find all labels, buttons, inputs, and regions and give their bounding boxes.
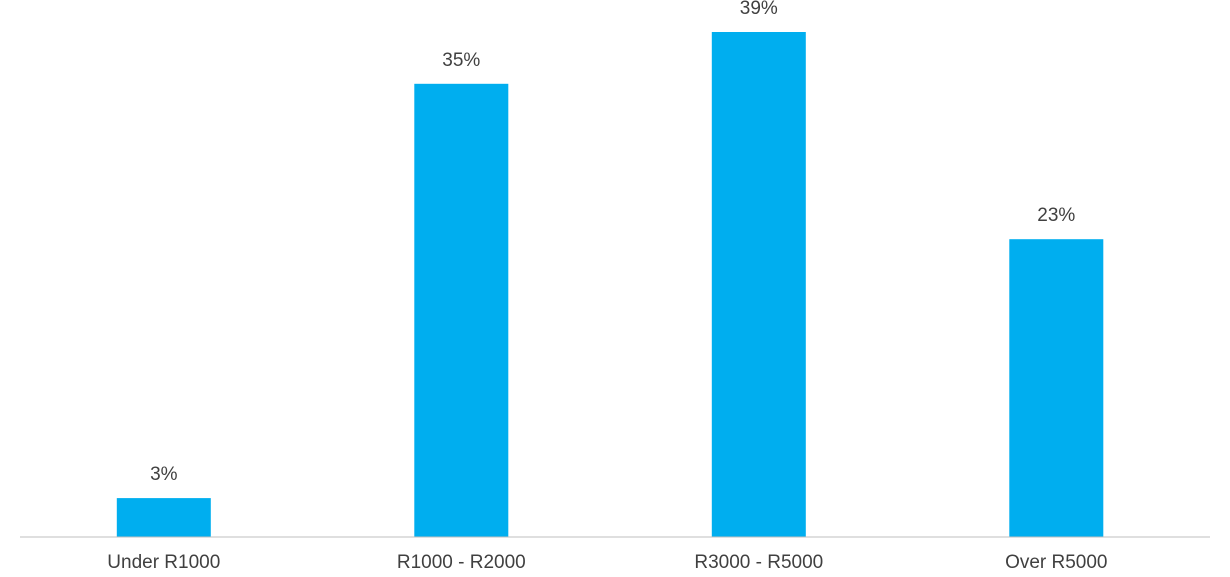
x-tick-label-3: Over R5000 (1005, 552, 1107, 573)
bar-2 (711, 32, 806, 537)
data-label-0: 3% (150, 464, 178, 485)
bar-0 (116, 498, 211, 537)
x-tick-label-2: R3000 - R5000 (694, 552, 823, 573)
bar-1 (414, 83, 509, 538)
data-label-1: 35% (442, 50, 480, 71)
data-label-3: 23% (1037, 205, 1075, 226)
bars-layer (116, 32, 1104, 538)
x-tick-label-0: Under R1000 (107, 552, 220, 573)
x-tick-labels-layer: Under R1000 R1000 - R2000 R3000 - R5000 Ove… (107, 552, 1107, 573)
x-tick-label-1: R1000 - R2000 (397, 552, 526, 573)
data-labels-layer: 3% 35% 39% 23% (150, 0, 1075, 485)
data-label-2: 39% (740, 0, 778, 19)
bar-3 (1009, 239, 1104, 537)
